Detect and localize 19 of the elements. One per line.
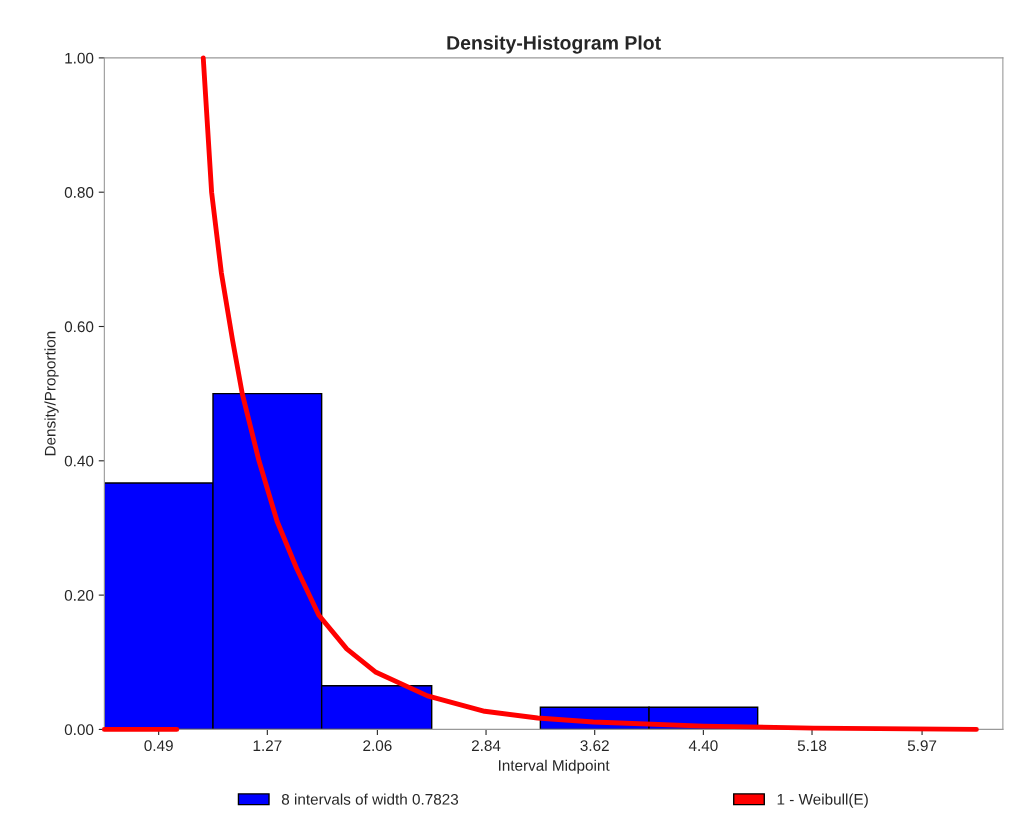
x-tick-label: 5.18 [797, 740, 827, 752]
x-axis-title: Interval Midpoint [498, 759, 610, 774]
x-tick-label: 2.84 [471, 740, 501, 752]
y-tick-label: 0.80 [64, 187, 94, 198]
y-tick-label: 0.60 [64, 321, 94, 333]
legend-label: 1 - Weibull(E) [777, 793, 868, 808]
y-tick-label: 0.40 [64, 455, 94, 467]
x-tick-label: 3.62 [580, 740, 609, 752]
y-axis-title: Density/Proportion [44, 331, 59, 456]
x-tick-label: 1.27 [253, 740, 282, 751]
y-tick-label: 0.20 [64, 589, 94, 601]
x-tick-label: 0.49 [144, 740, 173, 752]
x-tick-label: 2.06 [363, 740, 392, 752]
x-tick-label: 4.40 [688, 740, 718, 752]
y-tick-label: 1.00 [65, 52, 94, 64]
legend-label: 8 intervals of width 0.7823 [281, 793, 459, 805]
x-tick-label: 5.97 [907, 740, 937, 752]
chart-title: Density-Histogram Plot [447, 35, 661, 54]
y-tick-label: 0.00 [64, 724, 94, 736]
